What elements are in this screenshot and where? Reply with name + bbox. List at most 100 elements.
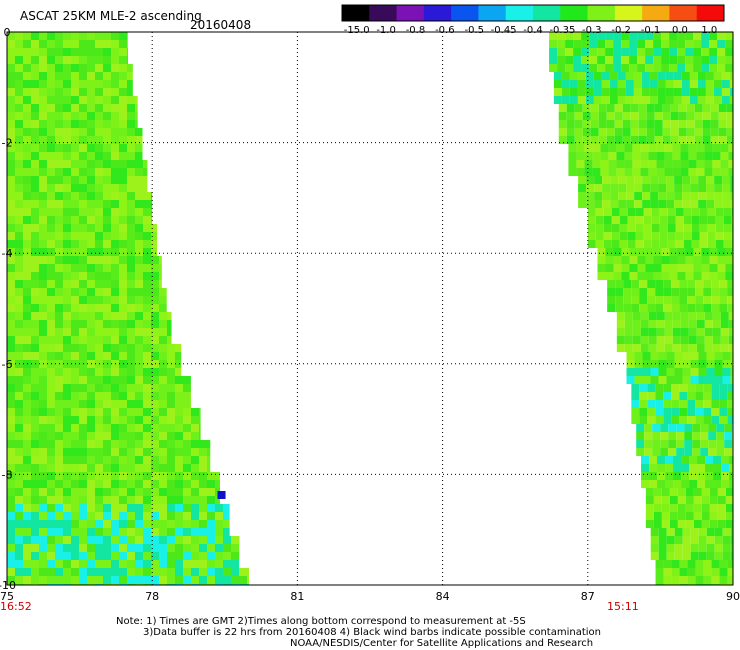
- swath-pixel: [119, 216, 127, 224]
- swath-pixel: [79, 512, 87, 520]
- swath-pixel: [31, 168, 39, 176]
- swath-pixel: [63, 560, 71, 568]
- swath-pixel: [95, 72, 103, 80]
- swath-pixel: [167, 456, 175, 464]
- swath-pixel: [650, 544, 659, 552]
- swath-pixel: [637, 64, 646, 72]
- swath-pixel: [119, 568, 127, 576]
- swath-pixel: [63, 400, 71, 408]
- swath-pixel: [568, 152, 577, 160]
- swath-pixel: [39, 496, 47, 504]
- swath-pixel: [79, 488, 87, 496]
- swath-pixel: [648, 312, 657, 320]
- swath-pixel: [151, 560, 159, 568]
- swath-pixel: [151, 256, 159, 264]
- swath-pixel: [103, 560, 111, 568]
- swath-pixel: [553, 88, 562, 96]
- swath-pixel: [684, 424, 693, 432]
- swath-pixel: [661, 272, 670, 280]
- swath-pixel: [662, 112, 671, 120]
- swath-pixel: [143, 304, 151, 312]
- swath-pixel: [663, 576, 672, 584]
- swath-pixel: [95, 272, 103, 280]
- swath-pixel: [79, 40, 87, 48]
- swath-pixel: [680, 320, 689, 328]
- swath-pixel: [7, 368, 15, 376]
- swath-pixel: [79, 32, 87, 40]
- swath-pixel: [95, 88, 103, 96]
- swath-pixel: [687, 400, 696, 408]
- swath-pixel: [207, 544, 215, 552]
- swath-pixel: [87, 560, 95, 568]
- swath-pixel: [593, 80, 602, 88]
- swath-pixel: [175, 536, 183, 544]
- swath-pixel: [637, 40, 646, 48]
- swath-pixel: [680, 336, 689, 344]
- swath-pixel: [635, 224, 644, 232]
- swath-pixel: [103, 96, 111, 104]
- swath-pixel: [95, 344, 103, 352]
- swath-pixel: [723, 208, 732, 216]
- swath-pixel: [175, 520, 183, 528]
- swath-pixel: [135, 120, 138, 128]
- swath-pixel: [15, 416, 23, 424]
- swath-pixel: [688, 168, 697, 176]
- swath-pixel: [605, 256, 614, 264]
- swath-pixel: [143, 288, 151, 296]
- swath-pixel: [39, 424, 47, 432]
- swath-pixel: [713, 72, 722, 80]
- swath-pixel: [696, 328, 705, 336]
- swath-pixel: [662, 120, 671, 128]
- swath-pixel: [127, 272, 135, 280]
- swath-pixel: [15, 224, 23, 232]
- swath-pixel: [706, 360, 715, 368]
- swath-pixel: [682, 376, 691, 384]
- swath-pixel: [709, 496, 718, 504]
- swath-pixel: [614, 128, 623, 136]
- swath-pixel: [664, 160, 673, 168]
- swath-pixel: [47, 136, 55, 144]
- colorbar-segment: [614, 5, 643, 21]
- swath-pixel: [680, 168, 689, 176]
- swath-pixel: [668, 448, 677, 456]
- swath-pixel: [127, 416, 135, 424]
- swath-pixel: [685, 256, 694, 264]
- swath-pixel: [696, 320, 705, 328]
- swath-pixel: [95, 280, 103, 288]
- swath-pixel: [654, 120, 663, 128]
- swath-pixel: [39, 504, 47, 512]
- swath-pixel: [103, 120, 111, 128]
- x-tick-label: 75: [0, 590, 14, 603]
- swath-pixel: [191, 544, 199, 552]
- swath-pixel: [47, 176, 55, 184]
- swath-pixel: [111, 144, 119, 152]
- swath-pixel: [703, 400, 712, 408]
- swath-pixel: [111, 392, 119, 400]
- swath-pixel: [652, 424, 661, 432]
- swath-pixel: [639, 280, 648, 288]
- swath-pixel: [103, 32, 111, 40]
- swath-pixel: [175, 576, 183, 584]
- swath-pixel: [671, 400, 680, 408]
- swath-pixel: [71, 576, 79, 584]
- swath-pixel: [23, 80, 31, 88]
- swath-pixel: [63, 56, 71, 64]
- swath-pixel: [31, 336, 39, 344]
- swath-pixel: [698, 552, 707, 560]
- swath-pixel: [697, 472, 706, 480]
- swath-pixel: [71, 216, 79, 224]
- swath-pixel: [23, 48, 31, 56]
- swath-pixel: [717, 272, 726, 280]
- swath-pixel: [549, 48, 558, 56]
- swath-pixel: [672, 320, 681, 328]
- swath-pixel: [223, 560, 231, 568]
- swath-pixel: [654, 128, 663, 136]
- swath-pixel: [685, 248, 694, 256]
- swath-pixel: [600, 168, 609, 176]
- colorbar-segment: [560, 5, 589, 21]
- swath-pixel: [653, 496, 662, 504]
- swath-pixel: [677, 504, 686, 512]
- swath-pixel: [645, 32, 654, 40]
- swath-pixel: [629, 248, 638, 256]
- swath-pixel: [689, 472, 698, 480]
